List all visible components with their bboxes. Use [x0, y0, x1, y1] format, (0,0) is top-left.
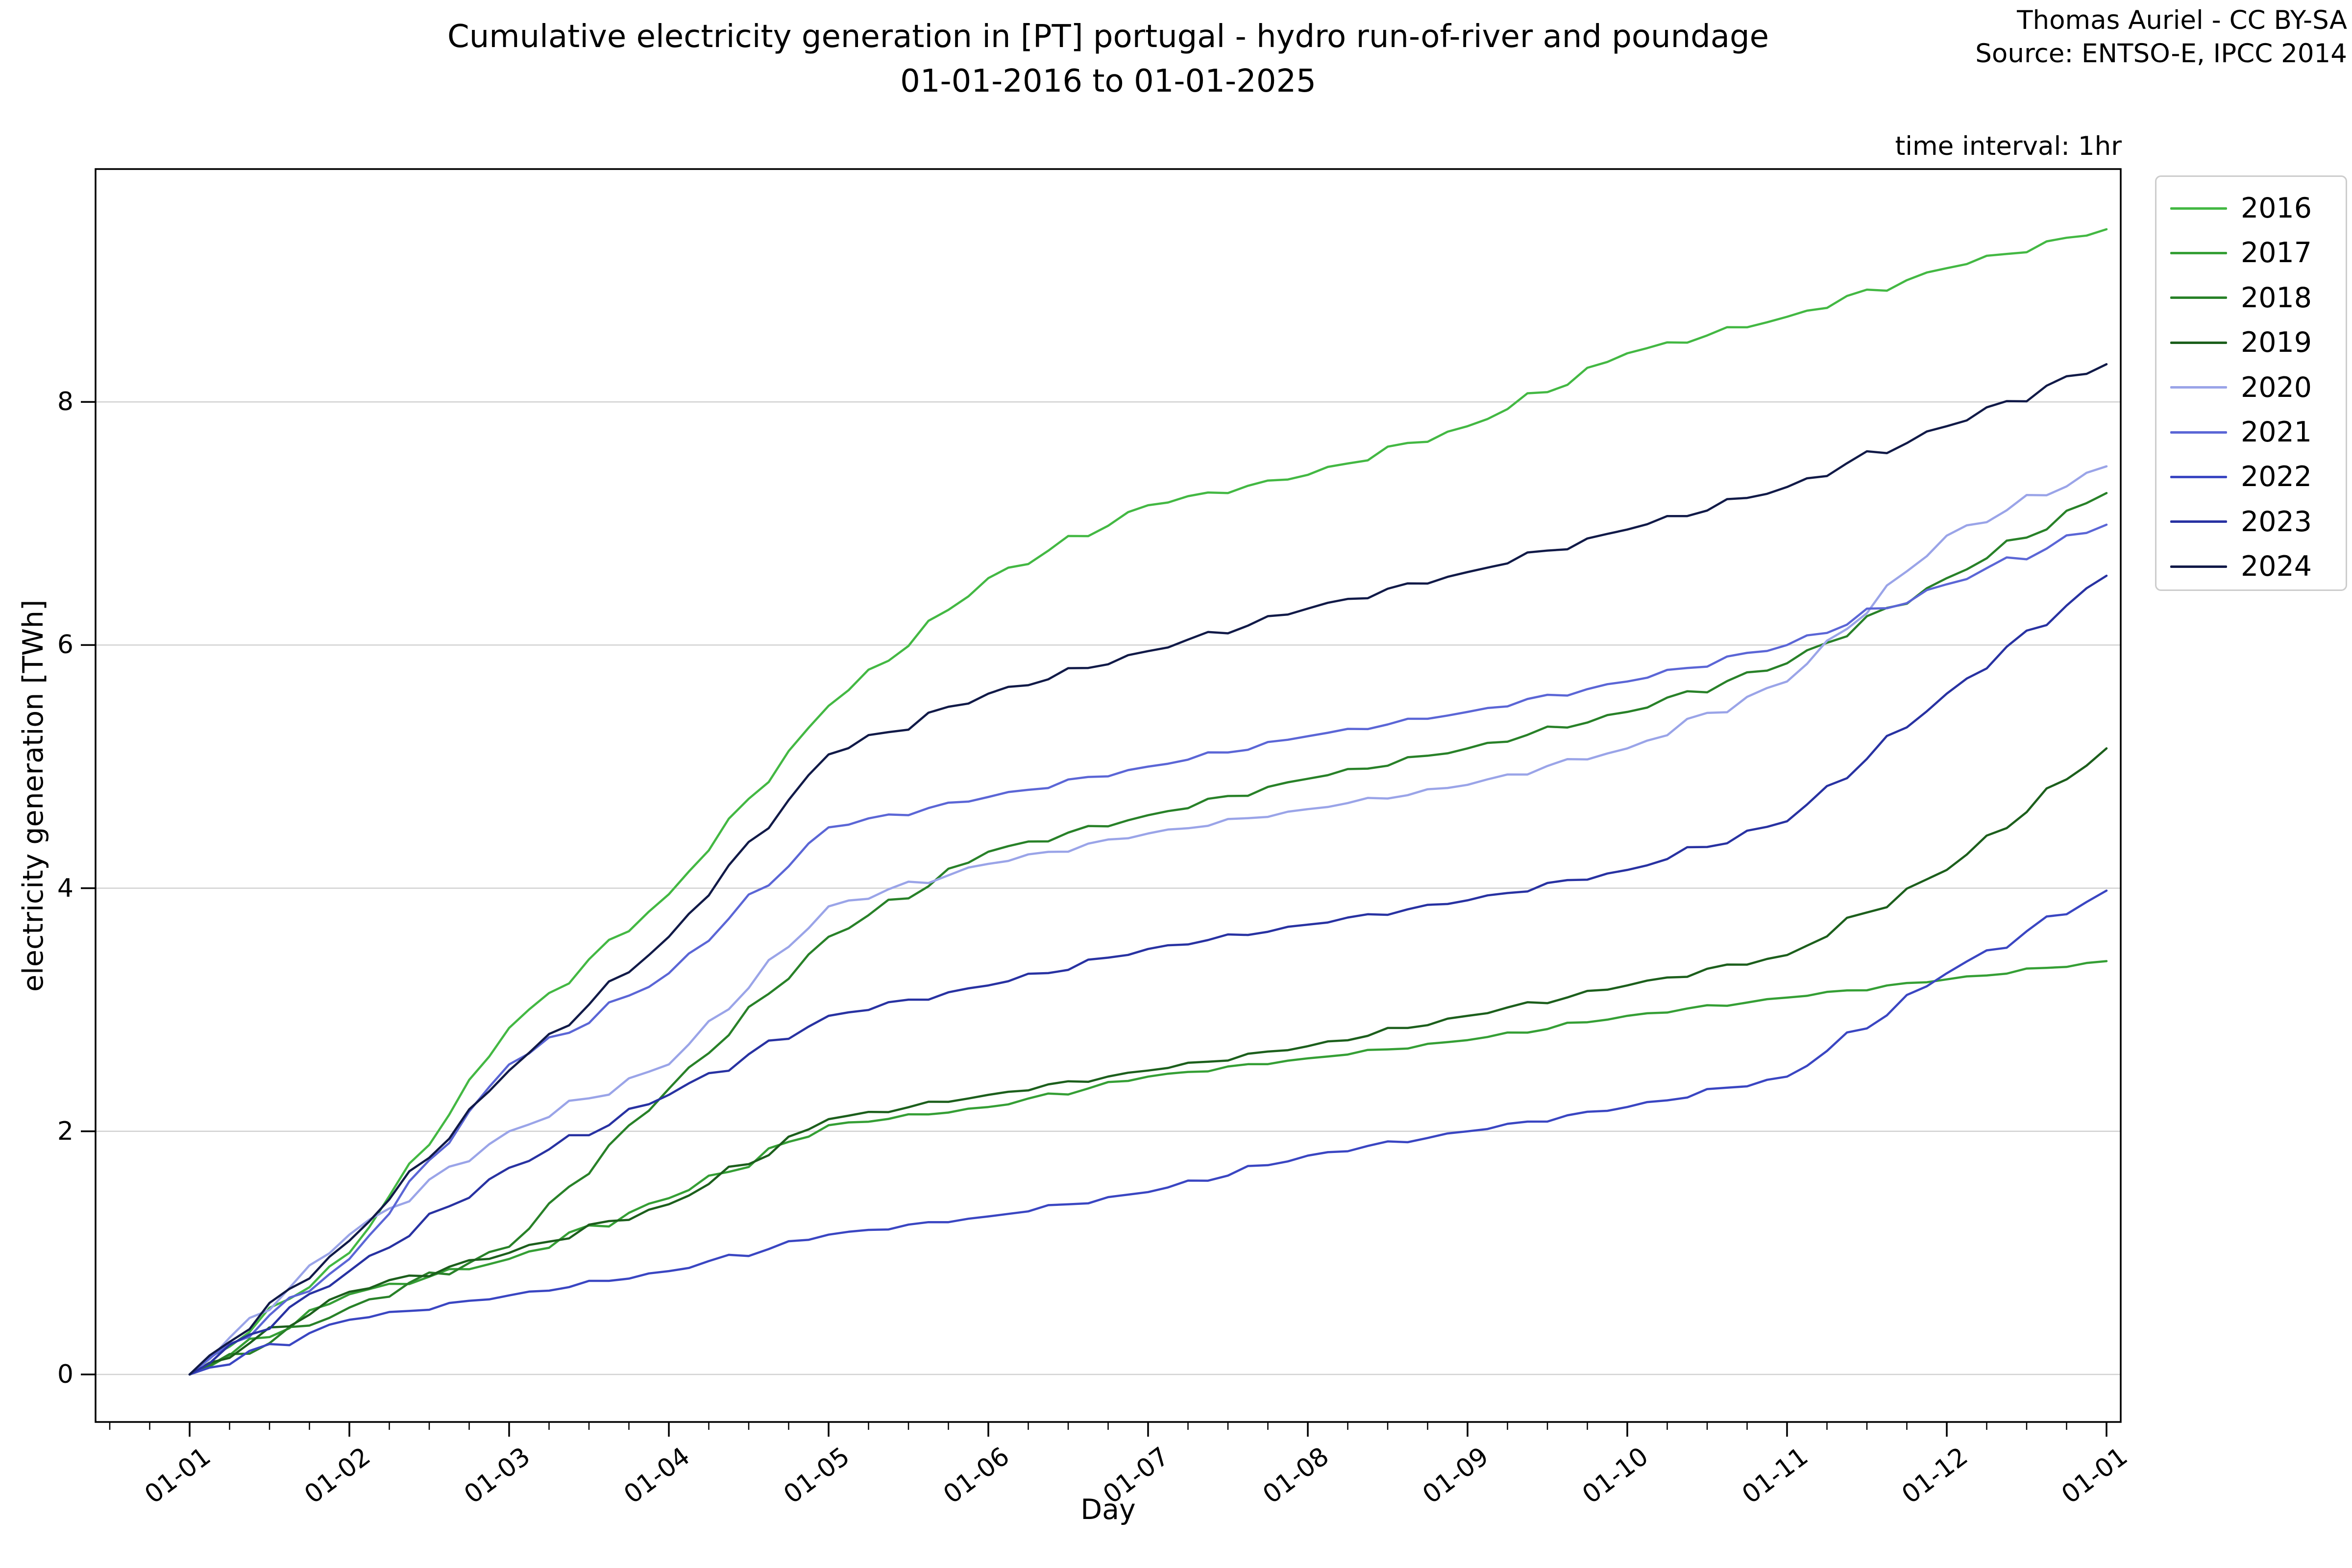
y-tick-label-6: 6	[57, 630, 74, 660]
chart-title-line2: 01-01-2016 to 01-01-2025	[900, 63, 1316, 99]
legend-item-2021: 2021	[2156, 416, 2346, 448]
attribution: Thomas Auriel - CC BY-SA Source: ENTSO-E…	[1975, 4, 2347, 71]
legend-line-2016	[2170, 207, 2227, 210]
legend-item-2016: 2016	[2156, 192, 2346, 224]
legend-line-2023	[2170, 520, 2227, 523]
time-interval-note: time interval: 1hr	[1895, 131, 2122, 161]
legend-label-2021: 2021	[2241, 416, 2312, 448]
legend-item-2017: 2017	[2156, 237, 2346, 270]
legend-line-2024	[2170, 565, 2227, 568]
attribution-author: Thomas Auriel - CC BY-SA	[2017, 5, 2347, 35]
x-axis-label: Day	[1080, 1494, 1136, 1526]
series-line-2021	[188, 523, 2108, 1376]
legend-item-2019: 2019	[2156, 326, 2346, 359]
y-tick-label-2: 2	[57, 1116, 74, 1146]
series-line-2016	[188, 228, 2108, 1376]
legend-line-2021	[2170, 431, 2227, 434]
legend-item-2024: 2024	[2156, 550, 2346, 583]
legend-line-2022	[2170, 475, 2227, 478]
series-line-2019	[188, 747, 2108, 1376]
legend-label-2017: 2017	[2241, 237, 2312, 270]
series-line-2023	[188, 574, 2108, 1376]
legend-line-2019	[2170, 341, 2227, 344]
legend-label-2024: 2024	[2241, 550, 2312, 583]
legend-item-2023: 2023	[2156, 505, 2346, 538]
series-line-2018	[188, 492, 2108, 1376]
legend-label-2022: 2022	[2241, 461, 2312, 493]
legend-label-2020: 2020	[2241, 371, 2312, 404]
series-line-2022	[188, 889, 2108, 1376]
chart-title: Cumulative electricity generation in [PT…	[96, 15, 2121, 104]
y-axis-label: electricity generation [TWh]	[17, 599, 49, 992]
legend-label-2023: 2023	[2241, 505, 2312, 538]
legend-item-2018: 2018	[2156, 281, 2346, 314]
y-tick-label-0: 0	[57, 1360, 74, 1389]
attribution-source: Source: ENTSO-E, IPCC 2014	[1975, 38, 2347, 69]
chart-title-line1: Cumulative electricity generation in [PT…	[447, 19, 1769, 55]
y-tick-label-4: 4	[57, 873, 74, 903]
legend-label-2016: 2016	[2241, 192, 2312, 224]
legend-item-2022: 2022	[2156, 461, 2346, 493]
legend-line-2020	[2170, 386, 2227, 389]
y-tick-label-8: 8	[57, 387, 74, 417]
series-line-2020	[188, 465, 2108, 1376]
series-line-2017	[188, 960, 2108, 1376]
legend-item-2020: 2020	[2156, 371, 2346, 404]
series-line-2024	[188, 363, 2108, 1376]
legend-line-2018	[2170, 296, 2227, 299]
legend: 2016 2017 2018 2019 2020 2021 2022 2023 2024	[2155, 175, 2347, 591]
legend-label-2018: 2018	[2241, 281, 2312, 314]
legend-label-2019: 2019	[2241, 326, 2312, 359]
legend-line-2017	[2170, 251, 2227, 254]
